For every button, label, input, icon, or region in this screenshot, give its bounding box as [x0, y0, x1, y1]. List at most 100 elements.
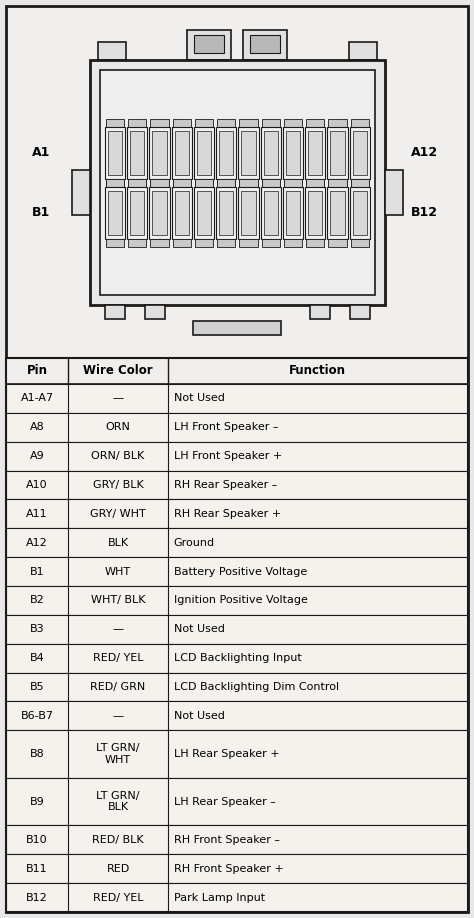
- Bar: [149, 127, 170, 178]
- Bar: [350, 127, 370, 178]
- Text: Ignition Positive Voltage: Ignition Positive Voltage: [173, 596, 308, 605]
- Text: B2: B2: [30, 596, 45, 605]
- Bar: [90, 60, 385, 305]
- Bar: [6, 358, 468, 384]
- Text: BLK: BLK: [108, 538, 128, 548]
- Bar: [219, 130, 234, 174]
- Bar: [6, 384, 468, 413]
- Text: RH Rear Speaker –: RH Rear Speaker –: [173, 480, 277, 490]
- Text: LH Front Speaker –: LH Front Speaker –: [173, 422, 278, 432]
- Bar: [194, 127, 214, 178]
- Bar: [6, 528, 468, 557]
- Bar: [153, 191, 167, 234]
- Bar: [238, 127, 259, 178]
- Bar: [283, 127, 303, 178]
- Bar: [106, 178, 124, 186]
- Bar: [172, 127, 192, 178]
- Text: Park Lamp Input: Park Lamp Input: [173, 892, 265, 902]
- Bar: [6, 499, 468, 528]
- Text: GRY/ BLK: GRY/ BLK: [92, 480, 144, 490]
- Bar: [108, 191, 122, 234]
- Text: B1: B1: [30, 566, 45, 577]
- Bar: [305, 186, 326, 239]
- Bar: [6, 358, 468, 912]
- Bar: [151, 118, 169, 127]
- Text: RH Rear Speaker +: RH Rear Speaker +: [173, 509, 281, 519]
- Bar: [128, 178, 146, 186]
- Bar: [195, 178, 213, 186]
- Text: WHT: WHT: [105, 566, 131, 577]
- Bar: [6, 644, 468, 673]
- Bar: [127, 127, 147, 178]
- Bar: [108, 130, 122, 174]
- Text: Not Used: Not Used: [173, 394, 225, 403]
- Bar: [173, 239, 191, 247]
- Text: RH Front Speaker +: RH Front Speaker +: [173, 864, 283, 874]
- Bar: [351, 178, 369, 186]
- Bar: [197, 191, 211, 234]
- Text: Not Used: Not Used: [173, 624, 225, 634]
- Bar: [6, 413, 468, 442]
- Bar: [308, 130, 322, 174]
- Bar: [350, 186, 370, 239]
- Text: RED/ YEL: RED/ YEL: [93, 892, 143, 902]
- Bar: [217, 239, 236, 247]
- Bar: [351, 118, 369, 127]
- Bar: [330, 191, 345, 234]
- Bar: [6, 778, 468, 825]
- Bar: [351, 239, 369, 247]
- Bar: [151, 239, 169, 247]
- Bar: [284, 178, 302, 186]
- Bar: [6, 471, 468, 499]
- Text: LH Front Speaker +: LH Front Speaker +: [173, 451, 282, 461]
- Text: A12: A12: [27, 538, 48, 548]
- Text: A12: A12: [411, 146, 438, 159]
- Text: —: —: [112, 624, 124, 634]
- Bar: [239, 178, 258, 186]
- Bar: [106, 118, 124, 127]
- Text: Wire Color: Wire Color: [83, 364, 153, 377]
- Bar: [194, 186, 214, 239]
- Bar: [262, 178, 280, 186]
- Text: LH Rear Speaker +: LH Rear Speaker +: [173, 749, 279, 759]
- Bar: [351, 178, 369, 186]
- Bar: [145, 305, 165, 319]
- Bar: [284, 118, 302, 127]
- Bar: [187, 30, 231, 60]
- Bar: [6, 557, 468, 586]
- Bar: [239, 178, 258, 186]
- Bar: [172, 186, 192, 239]
- Bar: [328, 239, 347, 247]
- Text: B12: B12: [27, 892, 48, 902]
- Text: LT GRN/
WHT: LT GRN/ WHT: [96, 744, 140, 765]
- Bar: [306, 178, 325, 186]
- Bar: [243, 30, 287, 60]
- Bar: [151, 178, 169, 186]
- Text: Function: Function: [289, 364, 346, 377]
- Bar: [264, 130, 278, 174]
- Bar: [305, 127, 326, 178]
- Bar: [173, 178, 191, 186]
- Bar: [328, 178, 347, 186]
- Bar: [105, 186, 125, 239]
- Bar: [350, 305, 370, 319]
- Bar: [261, 186, 281, 239]
- Bar: [284, 239, 302, 247]
- Bar: [217, 118, 236, 127]
- Text: B6-B7: B6-B7: [21, 711, 54, 721]
- Text: RED/ YEL: RED/ YEL: [93, 653, 143, 663]
- Bar: [6, 701, 468, 730]
- Text: A11: A11: [27, 509, 48, 519]
- Text: ORN: ORN: [106, 422, 130, 432]
- Bar: [127, 186, 147, 239]
- Bar: [264, 191, 278, 234]
- Bar: [6, 586, 468, 615]
- Text: A1-A7: A1-A7: [21, 394, 54, 403]
- Bar: [262, 239, 280, 247]
- Bar: [193, 321, 281, 335]
- Bar: [241, 191, 256, 234]
- Text: RH Front Speaker –: RH Front Speaker –: [173, 834, 280, 845]
- Bar: [286, 130, 300, 174]
- Bar: [6, 673, 468, 701]
- Text: RED/ BLK: RED/ BLK: [92, 834, 144, 845]
